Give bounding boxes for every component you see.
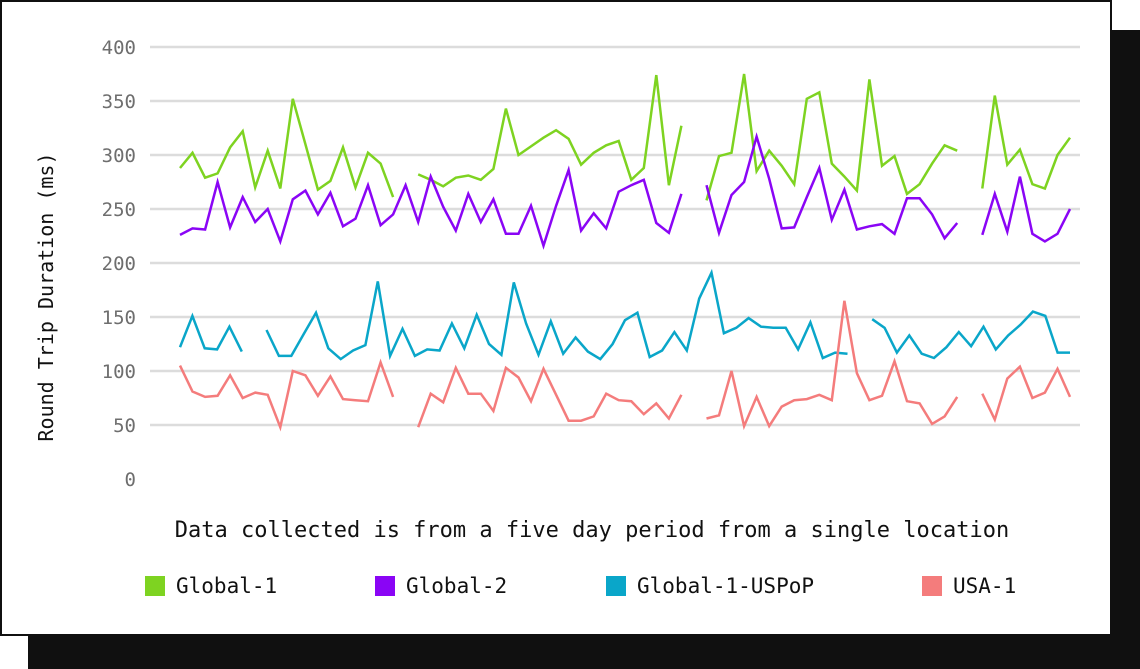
- y-tick-label: 0: [125, 469, 136, 491]
- y-tick-label: 150: [102, 307, 136, 329]
- legend-swatch: [606, 576, 626, 596]
- legend-item-global-1-uspop: Global-1-USPoP: [606, 571, 814, 601]
- legend-item-usa-1: USA-1: [922, 571, 1016, 601]
- legend: Global-1 Global-2 Global-1-USPoP USA-1: [0, 571, 1140, 601]
- legend-item-global-2: Global-2: [375, 571, 507, 601]
- legend-swatch: [922, 576, 942, 596]
- legend-label: Global-2: [406, 574, 508, 598]
- y-tick-label: 100: [102, 361, 136, 383]
- legend-swatch: [375, 576, 395, 596]
- y-tick-label: 250: [102, 199, 136, 221]
- legend-label: Global-1: [176, 574, 278, 598]
- legend-swatch: [145, 576, 165, 596]
- legend-label: USA-1: [953, 574, 1017, 598]
- legend-item-global-1: Global-1: [145, 571, 277, 601]
- y-axis-ticks: 0 50 100 150 200 250 300 350 400: [102, 37, 136, 491]
- y-axis-label: Round Trip Duration (ms): [34, 153, 58, 442]
- y-tick-label: 300: [102, 145, 136, 167]
- series-line-global-2: [179, 132, 1072, 250]
- x-axis-caption: Data collected is from a five day period…: [174, 518, 1010, 543]
- y-tick-label: 200: [102, 253, 136, 275]
- y-tick-label: 400: [102, 37, 136, 59]
- gridlines: [150, 45, 1080, 427]
- legend-label: Global-1-USPoP: [637, 574, 815, 598]
- series-line-global-1-uspop: [178, 268, 1070, 361]
- y-tick-label: 350: [102, 91, 136, 113]
- series-line-usa-1: [178, 300, 1072, 432]
- series-line-global-1: [179, 73, 1072, 201]
- series-lines: [178, 73, 1072, 432]
- y-tick-label: 50: [113, 415, 136, 437]
